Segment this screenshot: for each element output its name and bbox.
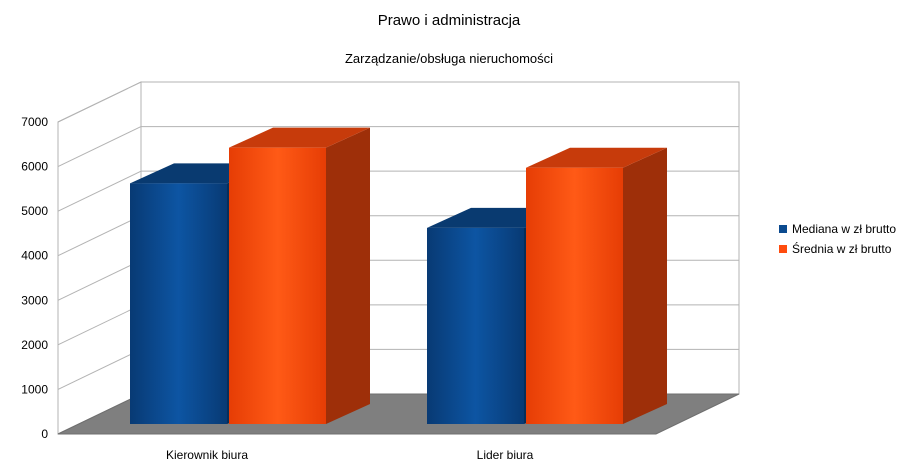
gridline-side: [57, 170, 142, 212]
bar: [427, 227, 524, 424]
bar-top: [229, 127, 370, 148]
y-tick-label: 5000: [21, 204, 48, 218]
legend-label: Średnia w zł brutto: [792, 241, 892, 256]
legend-swatch: [779, 225, 787, 233]
y-tick-label: 1000: [21, 382, 48, 396]
chart-subtitle: Zarządzanie/obsługa nieruchomości: [345, 51, 553, 66]
x-tick-label: Kierownik biura: [166, 448, 248, 462]
legend-label: Mediana w zł brutto: [792, 222, 896, 236]
bar: [526, 167, 623, 424]
y-tick-label: 0: [41, 427, 48, 441]
plot-area: 0 1000 2000 3000 4000 5000 6000 7000 Kierownik b…: [21, 81, 740, 462]
side-wall: [57, 81, 142, 435]
x-tick-label: Lider biura: [477, 448, 534, 462]
bar-side: [623, 147, 667, 424]
y-tick-label: 4000: [21, 249, 48, 263]
y-tick-label: 2000: [21, 338, 48, 352]
bar-top: [526, 147, 667, 168]
gridline-side: [57, 348, 142, 390]
gridline-side: [57, 259, 142, 301]
y-tick-label: 7000: [21, 115, 48, 129]
bar-side: [326, 127, 370, 425]
bar: [229, 147, 326, 424]
chart-title: Prawo i administracja: [378, 12, 521, 29]
legend: Mediana w zł brutto Średnia w zł brutto: [779, 222, 896, 256]
gridline-side: [57, 215, 142, 257]
y-tick-label: 6000: [21, 160, 48, 174]
gridline-side: [57, 304, 142, 346]
gridline-side: [57, 126, 142, 168]
bar: [130, 183, 227, 424]
legend-swatch: [779, 245, 787, 253]
y-tick-label: 3000: [21, 293, 48, 307]
gridline-side: [57, 81, 142, 123]
